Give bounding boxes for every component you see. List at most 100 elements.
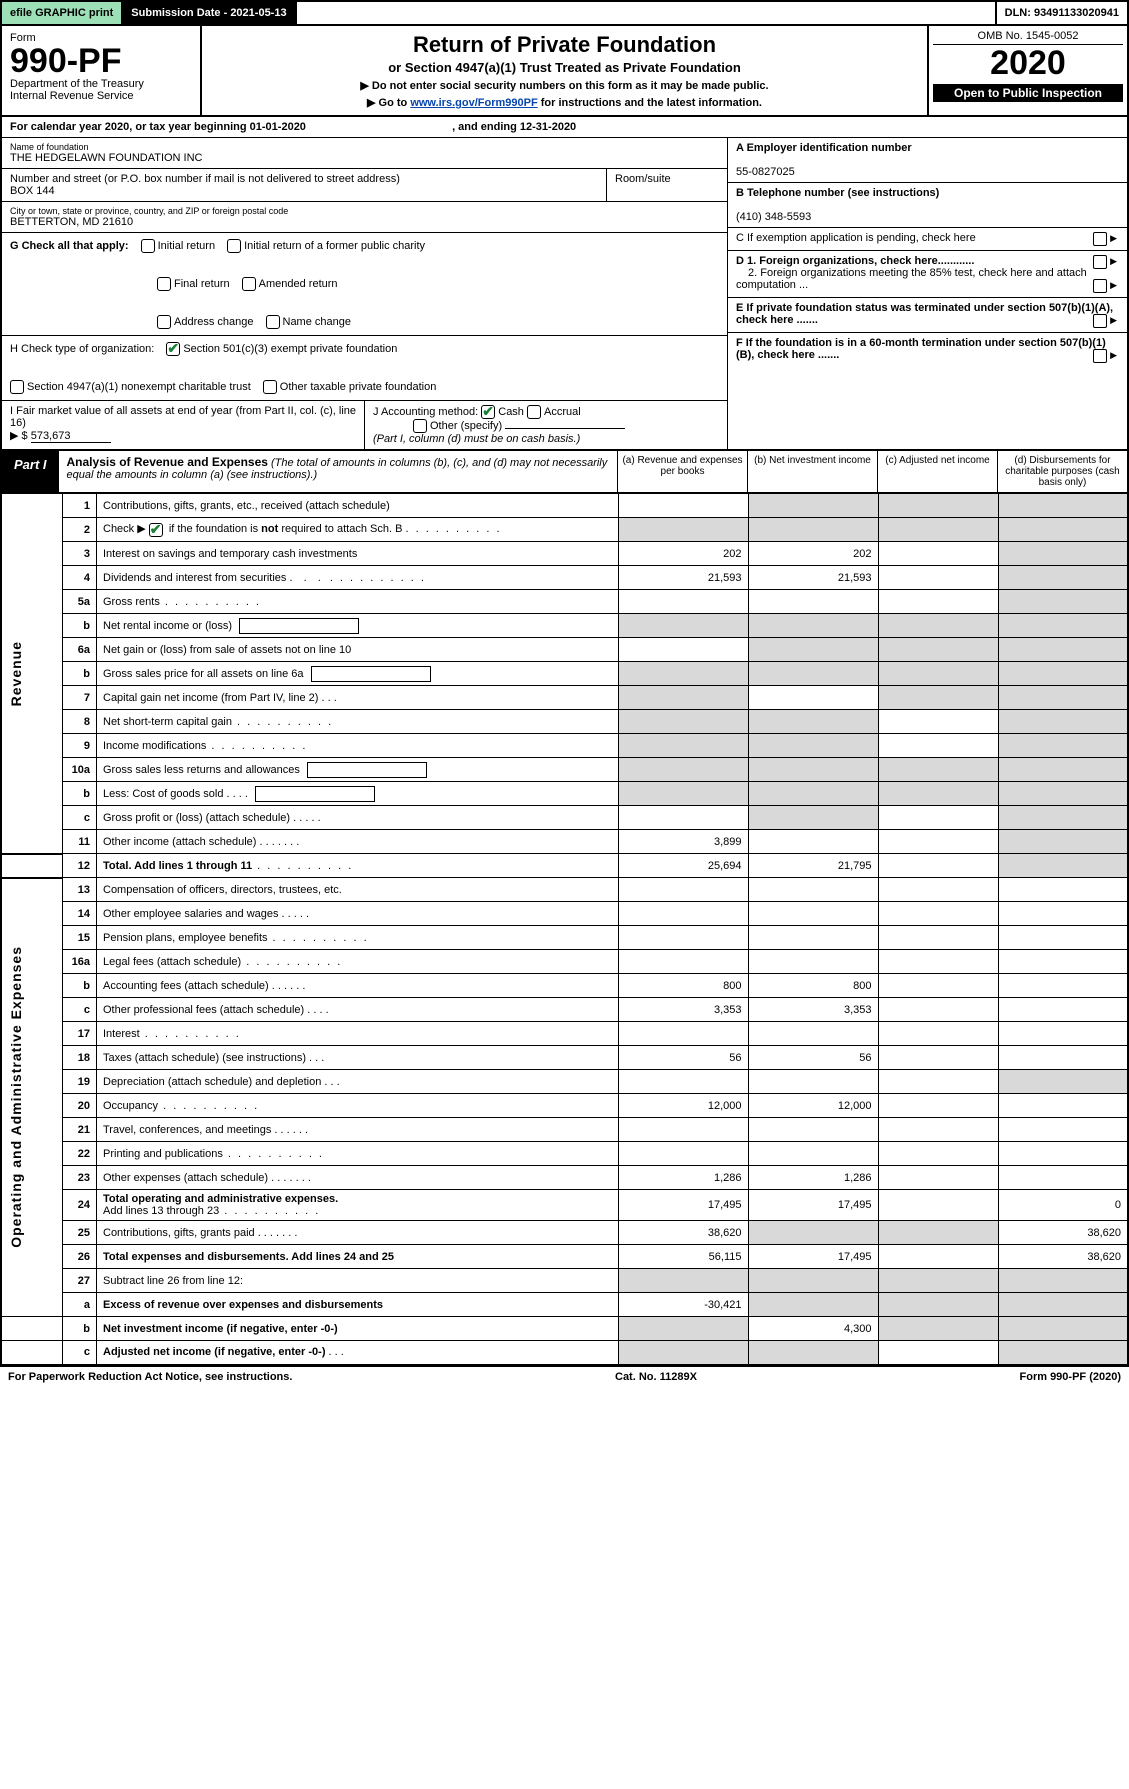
- footer-left: For Paperwork Reduction Act Notice, see …: [8, 1371, 292, 1383]
- cb-name-change[interactable]: Name change: [266, 315, 352, 329]
- row-19: 19Depreciation (attach schedule) and dep…: [1, 1070, 1128, 1094]
- row-2: 2 Check ▶ if the foundation is not requi…: [1, 518, 1128, 542]
- row-4: 4Dividends and interest from securities …: [1, 566, 1128, 590]
- col-c-hdr: (c) Adjusted net income: [877, 451, 997, 492]
- row-16b: bAccounting fees (attach schedule) . . .…: [1, 974, 1128, 998]
- irs-link[interactable]: www.irs.gov/Form990PF: [410, 97, 537, 109]
- i-fmv-cell: I Fair market value of all assets at end…: [2, 401, 364, 449]
- cb-amended[interactable]: Amended return: [242, 277, 338, 291]
- row-22: 22Printing and publications: [1, 1142, 1128, 1166]
- f-60month-cell: F If the foundation is in a 60-month ter…: [728, 333, 1127, 367]
- header-center: Return of Private Foundation or Section …: [202, 26, 927, 115]
- row-5b: bNet rental income or (loss): [1, 614, 1128, 638]
- row-25: 25Contributions, gifts, grants paid . . …: [1, 1221, 1128, 1245]
- row-21: 21Travel, conferences, and meetings . . …: [1, 1118, 1128, 1142]
- g-label: G Check all that apply:: [10, 240, 129, 252]
- cb-initial-return[interactable]: Initial return: [141, 239, 215, 253]
- row-8: 8Net short-term capital gain: [1, 710, 1128, 734]
- tel-cell: B Telephone number (see instructions) (4…: [728, 183, 1127, 228]
- efile-graphic-btn[interactable]: efile GRAPHIC print: [2, 2, 123, 24]
- submission-date-btn[interactable]: Submission Date - 2021-05-13: [123, 2, 296, 24]
- row-10b: bLess: Cost of goods sold . . . .: [1, 782, 1128, 806]
- header-right: OMB No. 1545-0052 2020 Open to Public In…: [927, 26, 1127, 115]
- column-headers: (a) Revenue and expenses per books (b) N…: [617, 451, 1127, 492]
- row-18: 18Taxes (attach schedule) (see instructi…: [1, 1046, 1128, 1070]
- row-10a: 10aGross sales less returns and allowanc…: [1, 758, 1128, 782]
- dept-line-2: Internal Revenue Service: [10, 90, 192, 102]
- ein-cell: A Employer identification number 55-0827…: [728, 138, 1127, 183]
- part-1-header: Part I Analysis of Revenue and Expenses …: [0, 451, 1129, 493]
- cb-f[interactable]: [1093, 349, 1107, 363]
- e-terminated-cell: E If private foundation status was termi…: [728, 298, 1127, 333]
- form-number: 990-PF: [10, 44, 192, 78]
- part-1-table: Revenue 1Contributions, gifts, grants, e…: [0, 493, 1129, 1366]
- foundation-name-cell: Name of foundation THE HEDGELAWN FOUNDAT…: [2, 138, 727, 169]
- omb-number: OMB No. 1545-0052: [933, 30, 1123, 45]
- instr-1: ▶ Do not enter social security numbers o…: [210, 79, 919, 92]
- row-27a: aExcess of revenue over expenses and dis…: [1, 1293, 1128, 1317]
- row-17: 17Interest: [1, 1022, 1128, 1046]
- header-left: Form 990-PF Department of the Treasury I…: [2, 26, 202, 115]
- page-footer: For Paperwork Reduction Act Notice, see …: [0, 1366, 1129, 1387]
- row-6b: bGross sales price for all assets on lin…: [1, 662, 1128, 686]
- row-7: 7Capital gain net income (from Part IV, …: [1, 686, 1128, 710]
- open-to-public: Open to Public Inspection: [933, 84, 1123, 102]
- cb-d1[interactable]: [1093, 255, 1107, 269]
- row-27: 27Subtract line 26 from line 12:: [1, 1269, 1128, 1293]
- cb-e[interactable]: [1093, 314, 1107, 328]
- g-check-row: G Check all that apply: Initial return I…: [2, 233, 727, 336]
- row-24: 24Total operating and administrative exp…: [1, 1190, 1128, 1221]
- row-16a: 16aLegal fees (attach schedule): [1, 950, 1128, 974]
- footer-mid: Cat. No. 11289X: [615, 1371, 697, 1383]
- row-13: Operating and Administrative Expenses 13…: [1, 878, 1128, 902]
- cb-accrual[interactable]: Accrual: [527, 406, 581, 418]
- tax-year: 2020: [933, 45, 1123, 82]
- form-subtitle: or Section 4947(a)(1) Trust Treated as P…: [210, 60, 919, 75]
- row-11: 11Other income (attach schedule) . . . .…: [1, 830, 1128, 854]
- form-title: Return of Private Foundation: [210, 32, 919, 58]
- top-bar: efile GRAPHIC print Submission Date - 20…: [0, 0, 1129, 26]
- ij-row: I Fair market value of all assets at end…: [2, 401, 727, 449]
- city-cell: City or town, state or province, country…: [2, 202, 727, 233]
- row-23: 23Other expenses (attach schedule) . . .…: [1, 1166, 1128, 1190]
- row-27b: bNet investment income (if negative, ent…: [1, 1317, 1128, 1341]
- col-a-hdr: (a) Revenue and expenses per books: [617, 451, 747, 492]
- col-d-hdr: (d) Disbursements for charitable purpose…: [997, 451, 1127, 492]
- cb-other-taxable[interactable]: Other taxable private foundation: [263, 380, 437, 394]
- cb-d2[interactable]: [1093, 279, 1107, 293]
- side-revenue: Revenue: [1, 494, 63, 854]
- dept-line-1: Department of the Treasury: [10, 78, 192, 90]
- cb-other-method[interactable]: Other (specify): [413, 420, 502, 432]
- cb-4947a1[interactable]: Section 4947(a)(1) nonexempt charitable …: [10, 380, 251, 394]
- row-10c: cGross profit or (loss) (attach schedule…: [1, 806, 1128, 830]
- calendar-year-row: For calendar year 2020, or tax year begi…: [0, 117, 1129, 138]
- cb-initial-former[interactable]: Initial return of a former public charit…: [227, 239, 425, 253]
- h-check-row: H Check type of organization: Section 50…: [2, 336, 727, 401]
- row-5a: 5aGross rents: [1, 590, 1128, 614]
- cb-address-change[interactable]: Address change: [157, 315, 254, 329]
- row-16c: cOther professional fees (attach schedul…: [1, 998, 1128, 1022]
- cb-c-pending[interactable]: [1093, 232, 1107, 246]
- c-pending-cell: C If exemption application is pending, c…: [728, 228, 1127, 251]
- h-label: H Check type of organization:: [10, 343, 154, 355]
- cb-final-return[interactable]: Final return: [157, 277, 230, 291]
- part-1-desc: Analysis of Revenue and Expenses (The to…: [59, 451, 617, 492]
- row-3: 3Interest on savings and temporary cash …: [1, 542, 1128, 566]
- room-cell: Room/suite: [607, 169, 727, 201]
- cb-501c3[interactable]: Section 501(c)(3) exempt private foundat…: [166, 342, 397, 356]
- row-14: 14Other employee salaries and wages . . …: [1, 902, 1128, 926]
- cb-cash[interactable]: Cash: [481, 406, 524, 418]
- row-27c: cAdjusted net income (if negative, enter…: [1, 1341, 1128, 1365]
- instr-2: ▶ Go to www.irs.gov/Form990PF for instru…: [210, 96, 919, 109]
- topbar-spacer: [297, 2, 997, 24]
- address-cell: Number and street (or P.O. box number if…: [2, 169, 607, 201]
- row-26: 26Total expenses and disbursements. Add …: [1, 1245, 1128, 1269]
- part-1-tag: Part I: [2, 451, 59, 492]
- row-9: 9Income modifications: [1, 734, 1128, 758]
- row-6a: 6aNet gain or (loss) from sale of assets…: [1, 638, 1128, 662]
- cb-sch-b[interactable]: [149, 523, 163, 537]
- row-20: 20Occupancy12,00012,000: [1, 1094, 1128, 1118]
- form-header: Form 990-PF Department of the Treasury I…: [0, 26, 1129, 117]
- entity-info: Name of foundation THE HEDGELAWN FOUNDAT…: [0, 138, 1129, 451]
- row-1: Revenue 1Contributions, gifts, grants, e…: [1, 494, 1128, 518]
